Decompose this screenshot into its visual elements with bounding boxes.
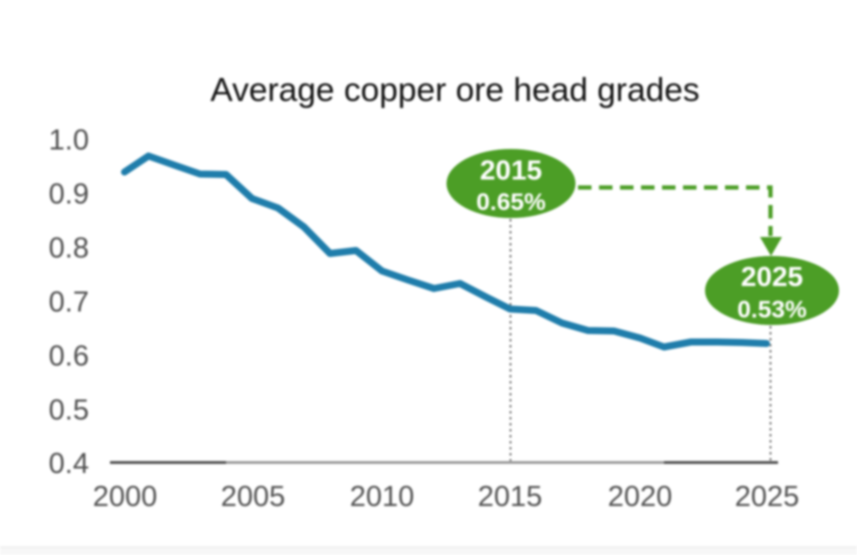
svg-text:0.65%: 0.65% <box>476 189 546 216</box>
svg-text:0.5: 0.5 <box>49 395 89 427</box>
svg-text:0.9: 0.9 <box>49 179 89 211</box>
svg-text:1.0: 1.0 <box>49 125 89 157</box>
svg-text:2025: 2025 <box>741 261 803 292</box>
svg-text:0.6: 0.6 <box>49 341 89 373</box>
svg-text:0.53%: 0.53% <box>737 297 807 324</box>
svg-text:2015: 2015 <box>478 481 543 513</box>
svg-text:2020: 2020 <box>608 481 673 513</box>
svg-text:2015: 2015 <box>480 155 542 186</box>
svg-text:0.7: 0.7 <box>49 287 89 319</box>
svg-text:0.8: 0.8 <box>49 233 89 265</box>
svg-text:0.4: 0.4 <box>49 448 89 480</box>
svg-text:2000: 2000 <box>93 481 158 513</box>
svg-text:Average copper ore head grades: Average copper ore head grades <box>210 72 699 109</box>
svg-text:2005: 2005 <box>221 481 286 513</box>
svg-text:2010: 2010 <box>350 481 415 513</box>
svg-text:2025: 2025 <box>735 481 800 513</box>
